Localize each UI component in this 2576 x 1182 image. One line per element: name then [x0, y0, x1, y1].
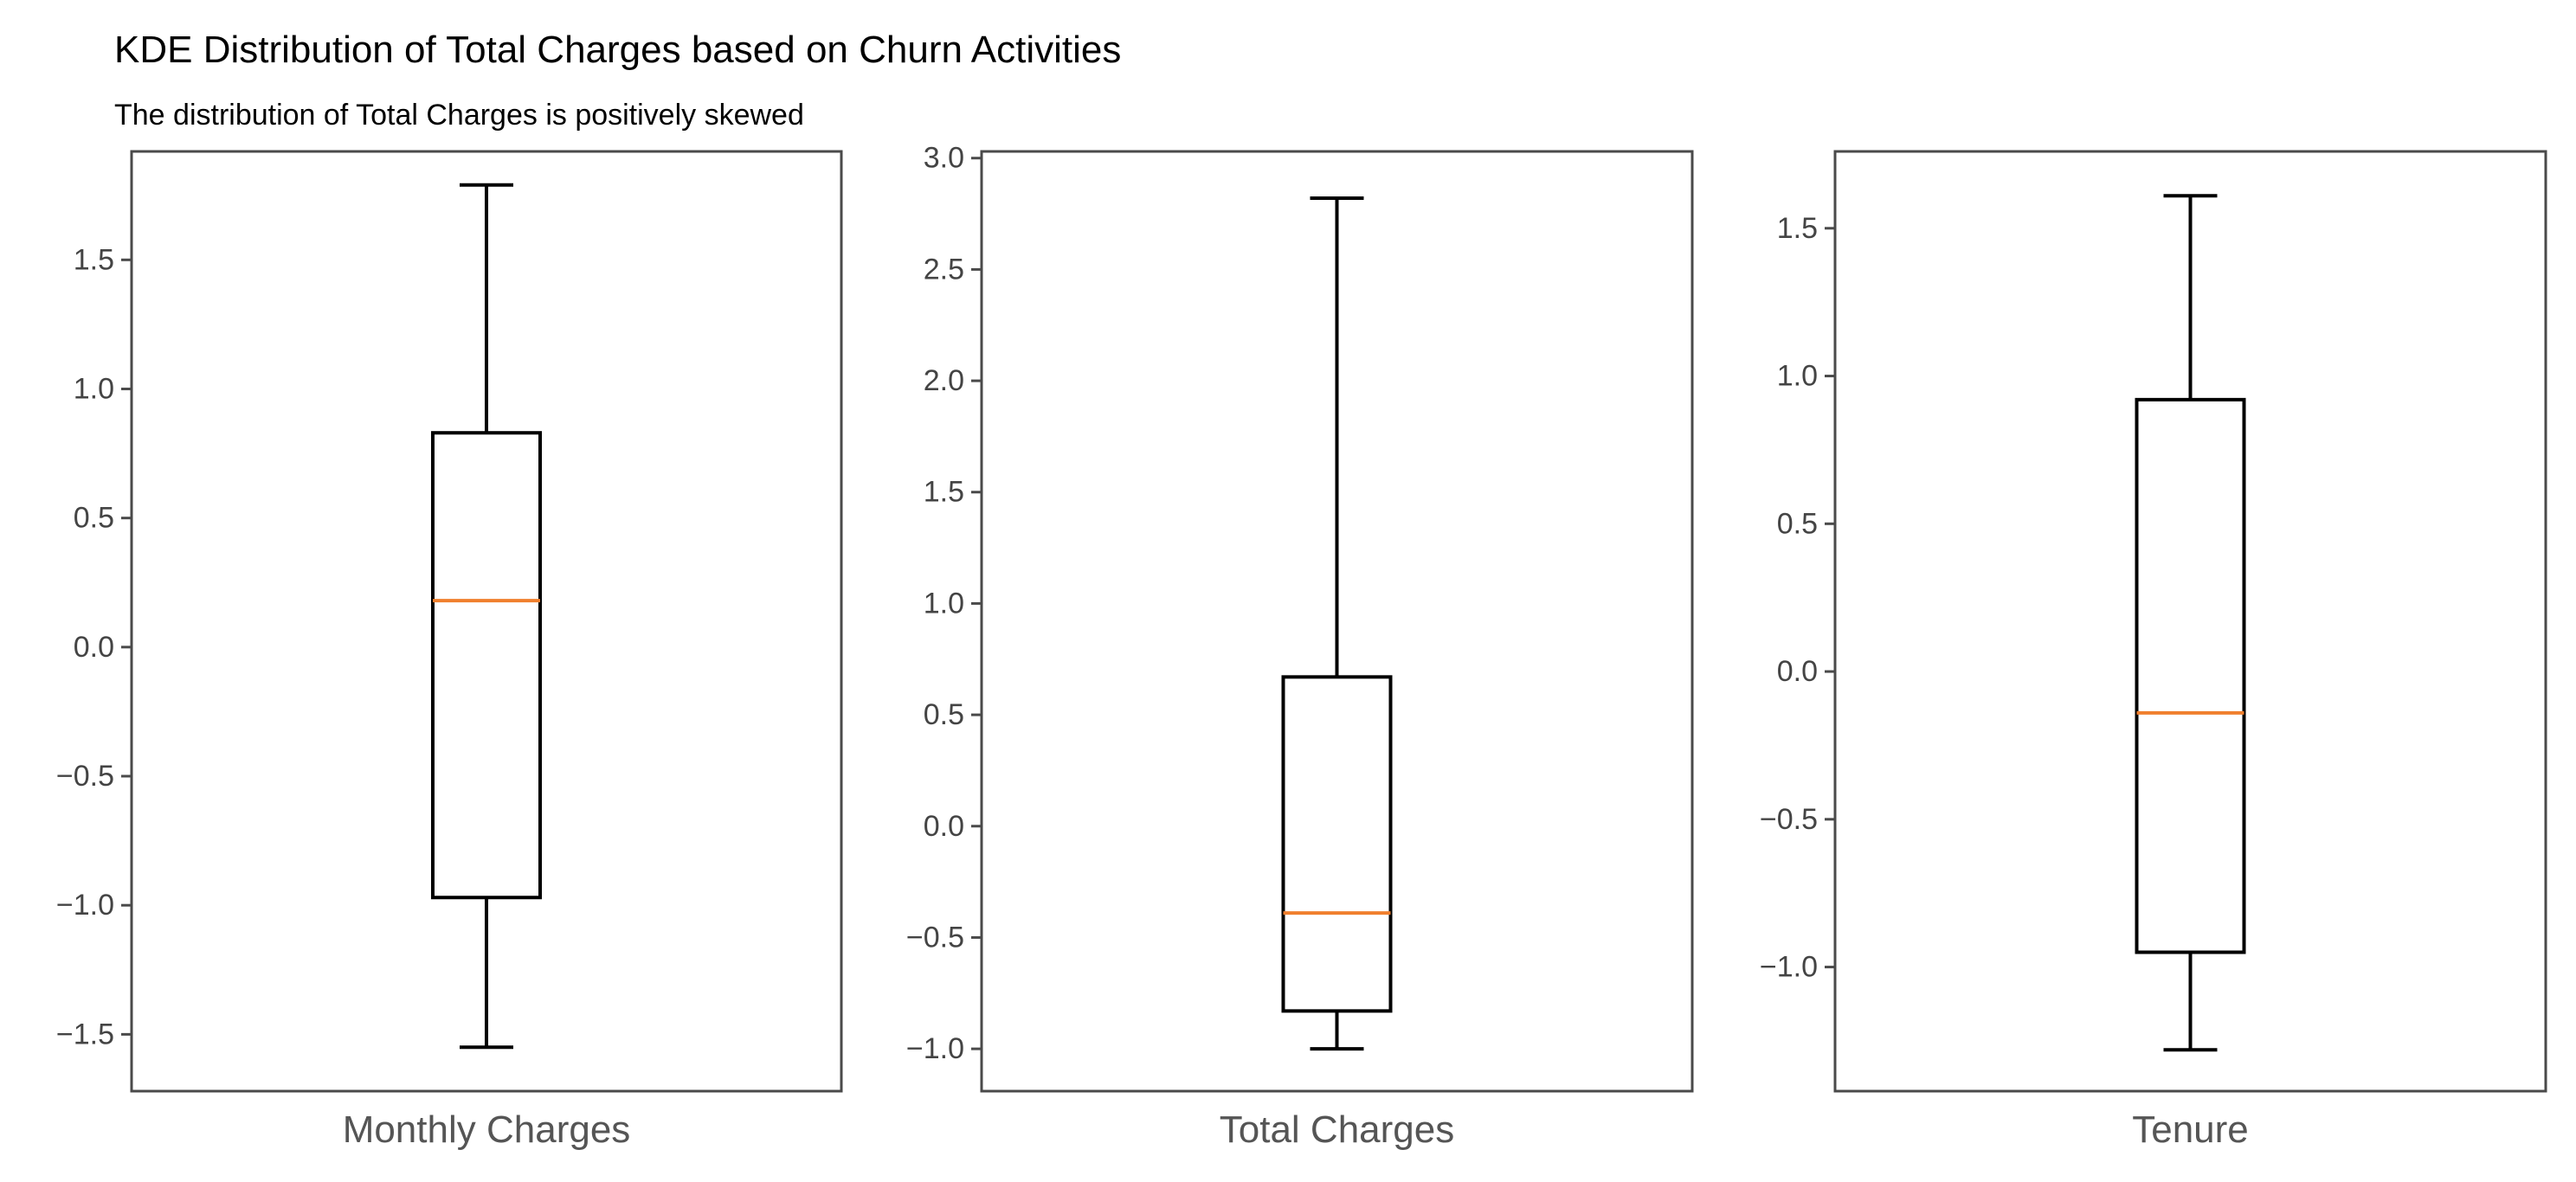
y-tick-label: 1.5	[74, 243, 114, 276]
figure-title: KDE Distribution of Total Charges based …	[114, 29, 1121, 71]
y-tick-label: −1.5	[56, 1018, 114, 1050]
y-tick-label: −0.5	[1760, 803, 1818, 836]
y-tick-label: 0.0	[924, 810, 964, 843]
axes-frame	[1833, 150, 2547, 1093]
axes-frame	[130, 150, 843, 1093]
subplot-monthly-charges: −1.5 −1.0 −0.5 0.0 0.5 1.0 1.5 Monthly Charges	[56, 150, 843, 1151]
x-category-label: Total Charges	[1220, 1108, 1454, 1151]
y-tick-label: 2.0	[924, 364, 964, 397]
y-tick-label: 0.0	[1777, 655, 1818, 688]
y-tick-label: 0.5	[1777, 507, 1818, 540]
subplot-tenure: −1.0 −0.5 0.0 0.5 1.0 1.5 Tenure	[1760, 150, 2547, 1151]
x-category-label: Tenure	[2132, 1108, 2249, 1151]
iqr-box	[2135, 397, 2246, 954]
y-tick-label: −1.0	[56, 889, 114, 922]
y-tick-label: −0.5	[906, 921, 964, 954]
y-tick-label: 0.5	[924, 698, 964, 731]
axes-frame	[980, 150, 1694, 1093]
figure-subtitle: The distribution of Total Charges is pos…	[114, 99, 804, 132]
y-tick-label: −1.0	[1760, 951, 1818, 984]
y-tick-label: 2.5	[924, 253, 964, 286]
y-tick-label: 0.5	[74, 502, 114, 535]
x-category-label: Monthly Charges	[343, 1108, 631, 1151]
iqr-box	[431, 431, 542, 900]
y-tick-label: 1.0	[1777, 360, 1818, 393]
y-tick-label: 0.0	[74, 631, 114, 664]
iqr-box	[1281, 675, 1393, 1013]
y-tick-label: −0.5	[56, 760, 114, 793]
subplot-total-charges: −1.0 −0.5 0.0 0.5 1.0 1.5 2.0 2.5 3.0 Total Charg…	[906, 142, 1694, 1151]
y-tick-label: 1.0	[924, 587, 964, 620]
y-tick-label: −1.0	[906, 1032, 964, 1065]
y-tick-label: 3.0	[924, 142, 964, 175]
y-tick-label: 1.0	[74, 372, 114, 405]
y-tick-label: 1.5	[924, 476, 964, 509]
y-tick-label: 1.5	[1777, 212, 1818, 245]
